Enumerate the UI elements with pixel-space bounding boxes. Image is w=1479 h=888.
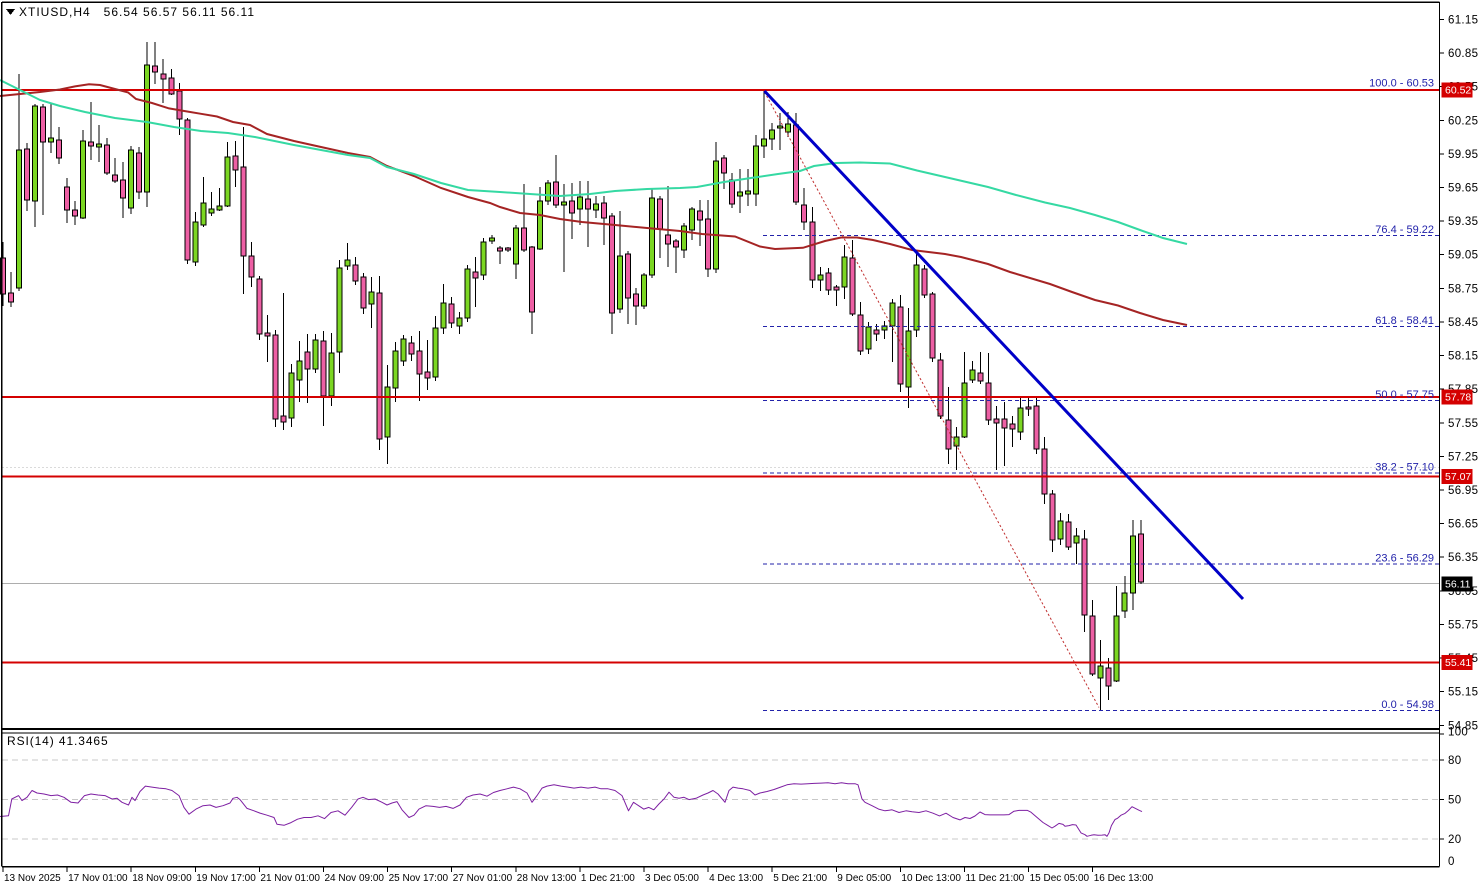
svg-text:25 Nov 17:00: 25 Nov 17:00 [389, 873, 449, 884]
svg-text:61.8 - 58.41: 61.8 - 58.41 [1375, 315, 1434, 327]
svg-text:58.15: 58.15 [1448, 351, 1478, 363]
svg-text:16 Dec 13:00: 16 Dec 13:00 [1094, 873, 1154, 884]
svg-text:57.25: 57.25 [1448, 451, 1478, 463]
svg-text:19 Nov 17:00: 19 Nov 17:00 [196, 873, 256, 884]
svg-text:50: 50 [1448, 795, 1461, 807]
svg-text:23.6 - 56.29: 23.6 - 56.29 [1375, 552, 1434, 564]
svg-text:0: 0 [1448, 856, 1455, 868]
svg-text:20: 20 [1448, 834, 1461, 846]
svg-text:59.95: 59.95 [1448, 149, 1478, 161]
svg-text:60.52: 60.52 [1445, 85, 1471, 97]
svg-text:54.85: 54.85 [1448, 720, 1478, 732]
svg-text:1 Dec 21:00: 1 Dec 21:00 [581, 873, 635, 884]
svg-text:0.0 - 54.98: 0.0 - 54.98 [1381, 699, 1434, 711]
svg-text:27 Nov 01:00: 27 Nov 01:00 [453, 873, 513, 884]
svg-text:38.2 - 57.10: 38.2 - 57.10 [1375, 462, 1434, 474]
svg-text:59.65: 59.65 [1448, 183, 1478, 195]
svg-text:4 Dec 13:00: 4 Dec 13:00 [709, 873, 763, 884]
svg-text:24 Nov 09:00: 24 Nov 09:00 [325, 873, 385, 884]
svg-text:57.55: 57.55 [1448, 418, 1478, 430]
svg-text:61.15: 61.15 [1448, 14, 1478, 26]
svg-text:21 Nov 01:00: 21 Nov 01:00 [260, 873, 320, 884]
svg-text:17 Nov 01:00: 17 Nov 01:00 [68, 873, 128, 884]
svg-text:15 Dec 05:00: 15 Dec 05:00 [1030, 873, 1090, 884]
svg-text:RSI(14) 41.3465: RSI(14) 41.3465 [7, 734, 109, 748]
svg-text:5 Dec 21:00: 5 Dec 21:00 [773, 873, 827, 884]
svg-text:18 Nov 09:00: 18 Nov 09:00 [132, 873, 192, 884]
svg-text:59.35: 59.35 [1448, 216, 1478, 228]
svg-text:56.35: 56.35 [1448, 552, 1478, 564]
svg-text:28 Nov 13:00: 28 Nov 13:00 [517, 873, 577, 884]
svg-text:10 Dec 13:00: 10 Dec 13:00 [901, 873, 961, 884]
svg-text:100: 100 [1448, 727, 1468, 739]
svg-text:55.75: 55.75 [1448, 619, 1478, 631]
svg-text:55.41: 55.41 [1445, 657, 1471, 669]
svg-text:80: 80 [1448, 755, 1461, 767]
svg-text:58.45: 58.45 [1448, 317, 1478, 329]
svg-text:56.95: 56.95 [1448, 485, 1478, 497]
svg-text:50.0 - 57.75: 50.0 - 57.75 [1375, 389, 1434, 401]
svg-text:9 Dec 05:00: 9 Dec 05:00 [837, 873, 891, 884]
svg-text:57.78: 57.78 [1445, 392, 1471, 404]
svg-text:60.25: 60.25 [1448, 115, 1478, 127]
svg-text:XTIUSD,H4 56.54 56.57 56.11: XTIUSD,H4 56.54 56.57 56.11 56.11 [19, 5, 255, 19]
svg-text:60.85: 60.85 [1448, 48, 1478, 60]
svg-text:58.75: 58.75 [1448, 283, 1478, 295]
svg-text:56.65: 56.65 [1448, 519, 1478, 531]
svg-text:76.4 - 59.22: 76.4 - 59.22 [1375, 224, 1434, 236]
svg-text:56.11: 56.11 [1445, 579, 1471, 591]
svg-text:13 Nov 2025: 13 Nov 2025 [4, 873, 61, 884]
svg-text:100.0 - 60.53: 100.0 - 60.53 [1369, 77, 1434, 89]
svg-text:55.15: 55.15 [1448, 687, 1478, 699]
svg-text:11 Dec 21:00: 11 Dec 21:00 [966, 873, 1025, 884]
svg-text:57.07: 57.07 [1445, 471, 1471, 483]
svg-text:59.05: 59.05 [1448, 250, 1478, 262]
svg-text:3 Dec 05:00: 3 Dec 05:00 [645, 873, 699, 884]
